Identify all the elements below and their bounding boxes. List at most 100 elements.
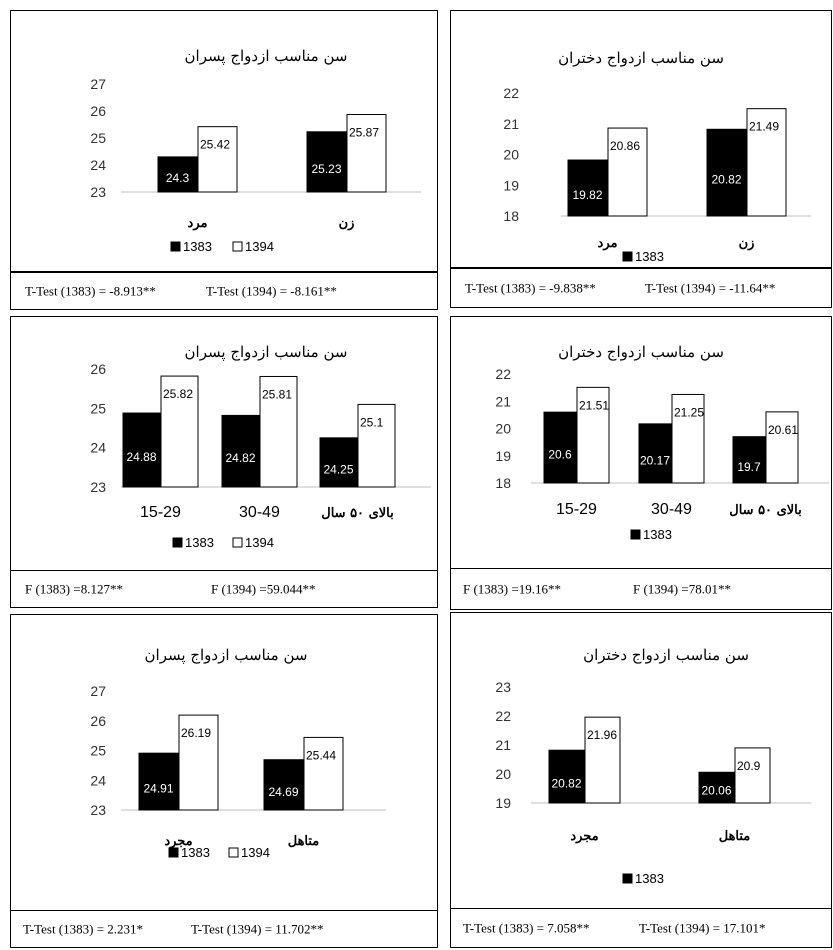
y-tick-label: 26 — [90, 713, 106, 729]
data-label: 20.82 — [551, 777, 581, 791]
data-label: 20.17 — [640, 453, 670, 467]
data-label: 20.86 — [610, 139, 640, 153]
category-label: بالای ۵۰ سال — [729, 503, 802, 518]
category-label: مجرد — [164, 834, 192, 849]
chart-title: سن مناسب ازدواج پسران — [185, 47, 348, 65]
legend-label: 1394 — [241, 845, 270, 860]
chart-footer-5: T-Test (1383) = 2.231* T-Test (1394) = 1… — [10, 910, 438, 948]
bar-1394 — [765, 411, 799, 484]
legend-label: 1383 — [635, 871, 664, 886]
category-label: 15-29 — [556, 501, 597, 518]
bar-1394 — [303, 736, 344, 811]
y-tick-label: 25 — [90, 743, 106, 759]
bar-1394 — [746, 108, 787, 217]
category-label: زن — [739, 236, 755, 251]
legend-swatch-1383 — [622, 873, 633, 884]
footer-stat-1383: T-Test (1383) = -9.838** — [465, 280, 596, 296]
bar-1383 — [638, 423, 672, 484]
data-label: 21.25 — [674, 405, 704, 419]
legend-swatch-1383 — [630, 529, 641, 540]
bar-1394 — [607, 127, 648, 217]
y-tick-label: 27 — [90, 683, 106, 699]
y-tick-label: 20 — [503, 147, 519, 163]
footer-stat-1383: F (1383) =8.127** — [25, 581, 123, 597]
y-tick-label: 19 — [495, 795, 511, 811]
y-tick-label: 27 — [90, 76, 106, 92]
category-label: مرد — [598, 236, 618, 251]
data-label: 20.9 — [737, 759, 761, 773]
legend-label: 1383 — [643, 527, 672, 542]
y-tick-label: 18 — [495, 475, 511, 491]
data-label: 20.06 — [701, 783, 731, 797]
chart-svg-2: سن مناسب ازدواج دختران 18 19 20 21 22 19.82 20.… — [503, 49, 811, 264]
data-label: 25.42 — [200, 138, 230, 152]
y-tick-label: 20 — [495, 421, 511, 437]
data-label: 21.51 — [579, 398, 609, 412]
bar-1383 — [732, 436, 766, 484]
data-label: 24.82 — [225, 451, 255, 465]
data-label: 24.25 — [323, 462, 353, 476]
chart-panel-5: سن مناسب ازدواج پسران 23 24 25 26 27 24.91 26.1… — [10, 614, 438, 912]
bar-1394 — [576, 386, 610, 484]
y-tick-label: 23 — [90, 479, 106, 495]
legend-swatch-1383 — [172, 537, 183, 548]
category-label: مجرد — [570, 829, 598, 844]
y-tick-label: 25 — [90, 130, 106, 146]
y-tick-label: 19 — [495, 448, 511, 464]
y-tick-label: 22 — [495, 708, 511, 724]
legend-label: 1383 — [185, 535, 214, 550]
y-tick-label: 24 — [90, 772, 106, 788]
chart-footer-3: F (1383) =8.127** F (1394) =59.044** — [10, 570, 438, 608]
y-tick-label: 21 — [503, 116, 519, 132]
y-tick-label: 26 — [90, 361, 106, 377]
chart-svg-4: سن مناسب ازدواج دختران 18 19 20 21 22 20.6 21.5… — [495, 343, 829, 542]
legend-label: 1394 — [245, 535, 274, 550]
chart-title: سن مناسب ازدواج پسران — [145, 646, 308, 664]
data-label: 25.87 — [349, 126, 379, 140]
footer-stat-1383: T-Test (1383) = 2.231* — [23, 921, 144, 937]
category-label: مرد — [188, 216, 208, 231]
chart-svg-1: سن مناسب ازدواج پسران 23 24 25 26 27 24.3 25.42… — [90, 47, 421, 254]
data-label: 25.1 — [360, 415, 384, 429]
y-tick-label: 18 — [503, 208, 519, 224]
bar-1383 — [706, 128, 747, 217]
data-label: 21.49 — [749, 120, 779, 134]
data-label: 26.19 — [181, 726, 211, 740]
y-tick-label: 20 — [495, 766, 511, 782]
data-label: 19.7 — [737, 460, 761, 474]
bar-1383 — [138, 752, 179, 811]
category-label: متاهل — [719, 829, 751, 844]
chart-panel-6: سن مناسب ازدواج دختران 19 20 21 22 23 20.82 21.… — [450, 612, 832, 910]
chart-panel-2: سن مناسب ازدواج دختران 18 19 20 21 22 19.82 20.… — [450, 10, 832, 268]
category-label: زن — [339, 216, 355, 231]
chart-footer-1: T-Test (1383) = -8.913** T-Test (1394) =… — [10, 272, 438, 310]
bar-1383 — [567, 159, 608, 217]
bar-1383 — [698, 771, 735, 804]
footer-stat-1394: T-Test (1394) = -11.64** — [645, 280, 776, 296]
y-tick-label: 21 — [495, 737, 511, 753]
category-label: 15-29 — [140, 504, 181, 521]
data-label: 24.91 — [143, 782, 173, 796]
y-tick-label: 24 — [90, 440, 106, 456]
y-tick-label: 21 — [495, 393, 511, 409]
y-tick-label: 26 — [90, 103, 106, 119]
footer-stat-1383: T-Test (1383) = -8.913** — [25, 283, 156, 299]
bar-1394 — [178, 714, 219, 811]
bar-1394 — [259, 375, 298, 488]
legend-swatch-1394 — [228, 847, 239, 858]
data-label: 24.69 — [268, 785, 298, 799]
legend-label: 1383 — [183, 239, 212, 254]
legend-swatch-1383 — [622, 251, 633, 262]
chart-svg-6: سن مناسب ازدواج دختران 19 20 21 22 23 20.82 21.… — [495, 646, 811, 886]
chart-title: سن مناسب ازدواج پسران — [185, 343, 348, 361]
data-label: 25.82 — [163, 387, 193, 401]
y-tick-label: 19 — [503, 177, 519, 193]
legend-swatch-1394 — [232, 537, 243, 548]
y-tick-label: 22 — [503, 85, 519, 101]
footer-stat-1394: T-Test (1394) = 17.101* — [639, 920, 766, 936]
legend-label: 1394 — [245, 239, 274, 254]
footer-stat-1394: F (1394) =59.044** — [211, 581, 316, 597]
bar-1394 — [160, 375, 199, 488]
footer-stat-1394: T-Test (1394) = 11.702** — [191, 921, 324, 937]
chart-footer-4: F (1383) =19.16** F (1394) =78.01** — [450, 568, 832, 610]
